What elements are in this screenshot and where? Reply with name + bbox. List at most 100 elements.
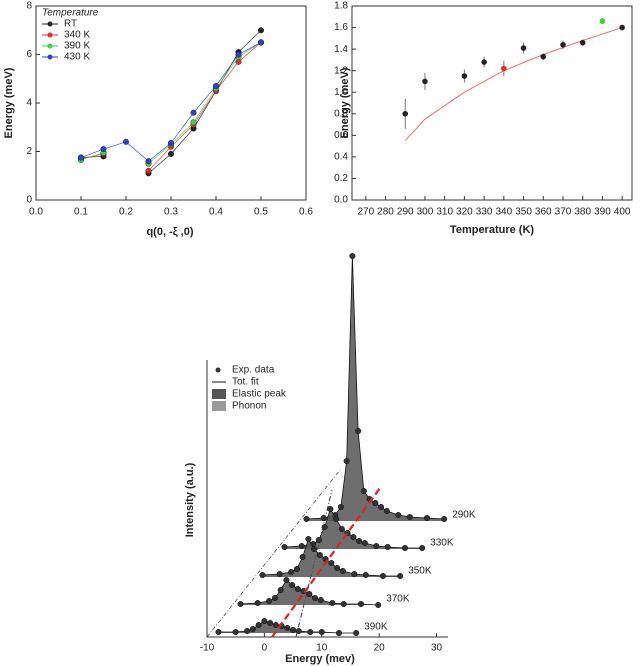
series-line [80,152,104,161]
legend-label: Exp. data [232,365,275,376]
data-point [145,158,152,165]
data-point [289,582,296,589]
data-point [254,600,261,607]
y-tick-label: 4 [26,98,32,109]
y-tick-label: 1.8 [334,1,348,12]
spectrum-label: 350K [408,566,432,577]
x-axis-title: Temperature (K) [450,224,534,236]
legend-label: Phonon [232,401,266,412]
spectrum-label: 290K [452,510,476,521]
legend-label: Elastic peak [232,389,287,400]
data-point [232,629,239,636]
data-point [327,506,334,513]
y-tick-label: 0 [26,195,32,206]
elastic-peak-area [262,539,401,577]
x-tick-label: 350 [515,207,532,218]
y-tick-label: 1.6 [334,22,348,33]
data-point [299,554,306,561]
data-point [333,516,340,523]
spectrum-label: 330K [430,538,454,549]
data-point [316,552,323,559]
spectrum-label: 390K [364,622,388,633]
data-point [258,27,265,34]
data-point [258,39,265,46]
x-axis-title: q(0, -ξ ,0) [146,226,193,238]
data-point [284,625,291,632]
data-point [375,602,382,609]
data-point [461,73,468,79]
fit-line [284,508,423,549]
x-tick-label: 290 [397,207,414,218]
data-point [384,544,391,551]
data-point [321,524,328,531]
data-point [298,543,305,550]
elastic-peak-area [306,256,445,521]
data-point [579,39,586,46]
data-point [422,78,428,85]
fit-line [306,255,445,520]
phonon-trend [271,487,381,638]
legend-marker [47,43,53,49]
data-point [272,622,279,629]
data-point [481,59,487,65]
data-point [315,537,322,544]
data-point [190,119,197,126]
legend-label: Tot. fit [232,377,259,388]
data-point [303,516,310,523]
data-point [357,601,364,608]
data-point [212,83,219,90]
y-tick-label: 0.8 [334,108,348,119]
data-point [520,45,527,51]
legend-marker [47,54,53,60]
x-tick-label: 340 [495,207,512,218]
data-point [306,591,313,598]
x-tick-label: 310 [436,207,453,218]
data-point [501,65,507,72]
data-point [373,543,380,550]
data-point [145,167,152,174]
data-point [540,53,547,60]
data-point [419,545,426,552]
data-point [312,595,319,602]
y-tick-label: 1.0 [334,87,348,98]
x-tick-label: 0.3 [164,207,178,218]
y-tick-label: 0.2 [334,173,348,184]
data-point [379,573,386,580]
legend-label: 340 K [64,30,90,41]
data-point [244,628,251,635]
x-tick-label: 370 [555,207,572,218]
data-point [619,24,625,31]
x-tick-label: 0.1 [74,207,88,218]
data-point [599,18,606,24]
data-point [397,573,404,580]
data-point [338,526,345,533]
x-tick-label: 380 [574,207,591,218]
data-point [361,540,368,547]
x-tick-label: 0.0 [29,207,43,218]
legend-title: Temperature [42,8,99,19]
x-tick-label: 10 [316,643,328,654]
data-point [271,595,278,602]
legend-marker [47,21,53,27]
data-point [395,512,402,519]
data-point [311,546,318,553]
data-point [290,627,297,634]
x-tick-label: 0.5 [254,207,268,218]
data-point [355,428,362,435]
x-tick-label: 30 [431,643,443,654]
data-point [343,458,350,465]
legend-marker [47,32,53,38]
data-point [335,630,342,637]
data-point [235,51,242,58]
legend-marker [215,367,221,373]
legend-label: 390 K [64,41,90,52]
y-tick-label: 2 [26,146,32,157]
data-point [266,598,273,605]
y-axis-title: Energy (meV) [3,67,15,138]
data-point [293,566,300,573]
x-axis-title: Energy (mev) [285,653,355,665]
x-tick-label: 0 [262,643,268,654]
data-point [318,629,325,636]
